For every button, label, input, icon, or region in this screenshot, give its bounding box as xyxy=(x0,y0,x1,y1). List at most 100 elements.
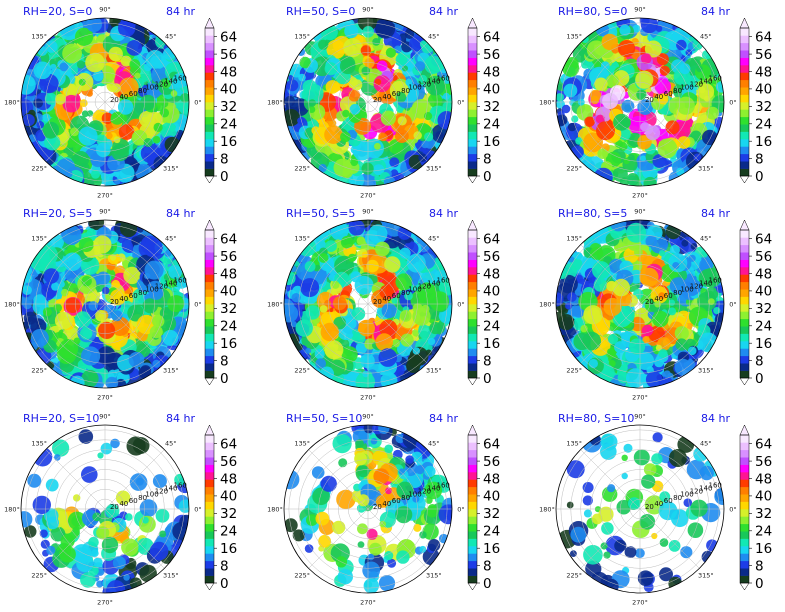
rain-cell xyxy=(362,26,375,38)
colorbar-segment xyxy=(740,87,749,95)
colorbar-segment xyxy=(740,370,749,379)
rain-cell xyxy=(160,122,178,139)
rain-cell xyxy=(318,39,329,50)
colorbar-tick-label: 64 xyxy=(483,232,500,248)
colorbar-tick-label: 24 xyxy=(483,319,500,335)
rain-cell xyxy=(665,120,680,135)
colorbar-segment xyxy=(740,28,749,36)
colorbar-segment xyxy=(468,168,477,177)
rain-cell xyxy=(139,499,158,517)
rain-cell xyxy=(626,173,640,186)
panel-time: 84 hr xyxy=(429,5,458,18)
rain-cell xyxy=(621,99,635,113)
rain-cell xyxy=(427,93,443,108)
colorbar-tick-label: 24 xyxy=(220,319,237,335)
radial-tick-label: 120 xyxy=(418,81,431,89)
rain-cell xyxy=(155,60,164,69)
rain-cell xyxy=(284,95,296,107)
colorbar-segment xyxy=(468,87,477,95)
rain-cell xyxy=(117,99,134,115)
radial-tick-label: 40 xyxy=(654,93,663,101)
rain-cell xyxy=(92,512,102,522)
rain-cell xyxy=(360,45,371,56)
rain-cell xyxy=(412,303,423,314)
angular-gridline xyxy=(104,101,165,162)
rain-cell xyxy=(86,110,94,117)
colorbar-segment xyxy=(205,501,214,510)
colorbar-segment xyxy=(205,102,214,110)
rain-cell xyxy=(81,275,92,287)
rain-cell xyxy=(121,538,139,556)
rain-cell xyxy=(110,111,124,125)
colorbar-tick-label: 56 xyxy=(483,47,500,63)
colorbar-extend-min xyxy=(467,377,478,386)
colorbar-tick-label: 56 xyxy=(755,47,772,63)
rain-cell xyxy=(418,153,427,162)
colorbar-segment xyxy=(740,42,749,51)
rain-cell xyxy=(111,83,121,93)
colorbar-tick-label: 0 xyxy=(220,371,229,387)
angle-tick-label: 135° xyxy=(294,235,310,243)
colorbar-tick-label: 40 xyxy=(220,489,237,505)
rain-cell xyxy=(333,158,352,177)
colorbar-segment xyxy=(205,139,214,147)
radial-tick-label: 160 xyxy=(174,482,187,490)
rain-cell xyxy=(111,143,129,162)
colorbar-segment xyxy=(205,333,214,342)
rain-cell xyxy=(340,131,351,143)
colorbar-segment xyxy=(740,274,749,283)
rain-cell xyxy=(370,437,378,445)
rain-cell xyxy=(331,82,341,93)
colorbar-tick-label: 16 xyxy=(755,134,772,150)
rain-cell xyxy=(96,142,111,158)
angular-gridline xyxy=(308,42,369,103)
colorbar-segment xyxy=(740,161,749,169)
rain-cell xyxy=(364,58,375,69)
rain-cell xyxy=(639,267,659,287)
angle-tick-label: 180° xyxy=(539,99,555,107)
rain-cell xyxy=(590,246,604,260)
polar-frame xyxy=(283,17,453,187)
rain-rate-field xyxy=(556,18,724,186)
rain-cell xyxy=(136,477,144,486)
angle-tick-label: 135° xyxy=(566,33,582,41)
rain-cell xyxy=(125,513,133,521)
rain-cell xyxy=(102,286,110,295)
rain-cell xyxy=(119,77,139,97)
colorbar-frame xyxy=(467,27,478,177)
colorbar-tick-label: 16 xyxy=(755,336,772,352)
rain-cell xyxy=(641,324,654,337)
angle-tick-label: 0° xyxy=(457,99,464,107)
rain-cell xyxy=(390,169,399,178)
rain-cell xyxy=(687,346,697,356)
rain-cell xyxy=(43,268,59,284)
rain-cell xyxy=(338,458,348,468)
rain-cell xyxy=(65,297,81,313)
rain-cell xyxy=(284,109,300,127)
colorbar-tick-label: 64 xyxy=(220,30,237,46)
rain-cell xyxy=(405,78,413,86)
rain-cell xyxy=(424,112,433,121)
colorbar-tick-label: 56 xyxy=(220,47,237,63)
colorbar-segment xyxy=(205,531,214,539)
colorbar-tick-label: 40 xyxy=(755,284,772,300)
colorbar-segment xyxy=(740,237,749,246)
radial-tick-label: 20 xyxy=(110,96,119,104)
rain-cell xyxy=(388,139,404,154)
polar-frame xyxy=(20,17,190,187)
colorbar-segment xyxy=(468,289,477,297)
rain-cell xyxy=(120,55,132,67)
rain-cell xyxy=(319,366,334,381)
colorbar-tick-label: 48 xyxy=(755,266,772,282)
colorbar-segment xyxy=(205,267,214,275)
colorbar-extend-min xyxy=(204,582,215,591)
angle-tick-label: 270° xyxy=(97,394,113,402)
rain-cell xyxy=(342,109,350,118)
radial-tick-label: 20 xyxy=(110,503,119,511)
colorbar-segment xyxy=(468,259,477,268)
rain-cell xyxy=(374,78,382,86)
colorbar-tick-label: 0 xyxy=(483,169,492,185)
angle-tick-label: 45° xyxy=(165,235,177,243)
